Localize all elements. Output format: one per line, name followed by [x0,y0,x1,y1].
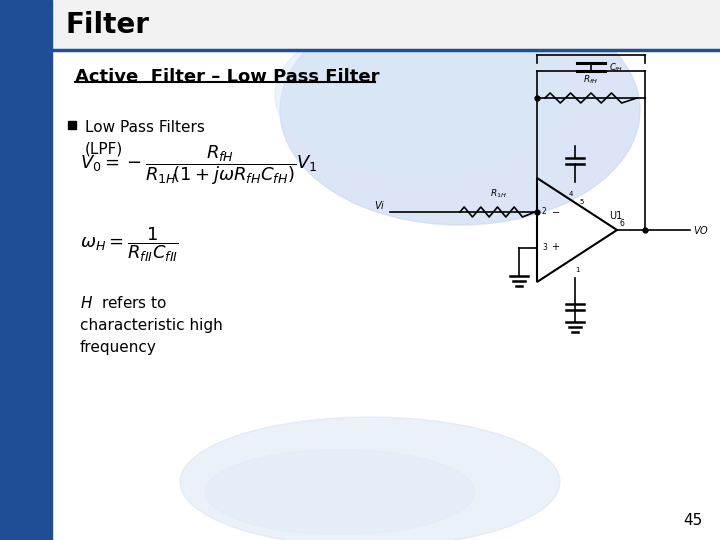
Text: 3: 3 [542,242,547,252]
Text: $V_0 = -\dfrac{R_{fH}}{R_{1H}\!\left(1 + j\omega R_{fH}C_{fH}\right)}V_1$: $V_0 = -\dfrac{R_{fH}}{R_{1H}\!\left(1 +… [80,143,318,187]
Bar [68,121,76,129]
Text: $+$: $+$ [551,241,560,253]
Ellipse shape [280,0,640,225]
Text: $VO$: $VO$ [693,224,709,236]
Ellipse shape [275,15,565,175]
Text: Active  Filter – Low Pass Filter: Active Filter – Low Pass Filter [75,68,379,86]
Text: 45: 45 [684,513,703,528]
Bar [52,0,720,50]
Text: 2: 2 [542,206,546,215]
Text: $R_{1H}$: $R_{1H}$ [490,187,507,200]
Text: $H$  refers to
characteristic high
frequency: $H$ refers to characteristic high freque… [80,295,222,355]
Text: $R_{fH}$: $R_{fH}$ [583,73,598,86]
Text: 4: 4 [569,191,573,197]
Text: $\omega_H = \dfrac{1}{R_{fII}C_{fII}}$: $\omega_H = \dfrac{1}{R_{fII}C_{fII}}$ [80,226,179,264]
Text: U1: U1 [609,211,622,221]
Text: Low Pass Filters
(LPF): Low Pass Filters (LPF) [85,120,205,156]
Ellipse shape [180,417,560,540]
Bar [0,0,52,540]
Ellipse shape [205,449,475,535]
Text: 6: 6 [620,219,625,228]
Text: Filter: Filter [65,11,149,39]
Text: $-$: $-$ [551,206,560,216]
Text: 1: 1 [575,267,580,273]
Text: $C_{fH}$: $C_{fH}$ [609,62,624,74]
Text: $Vi$: $Vi$ [374,199,385,211]
Text: 5: 5 [579,199,583,205]
